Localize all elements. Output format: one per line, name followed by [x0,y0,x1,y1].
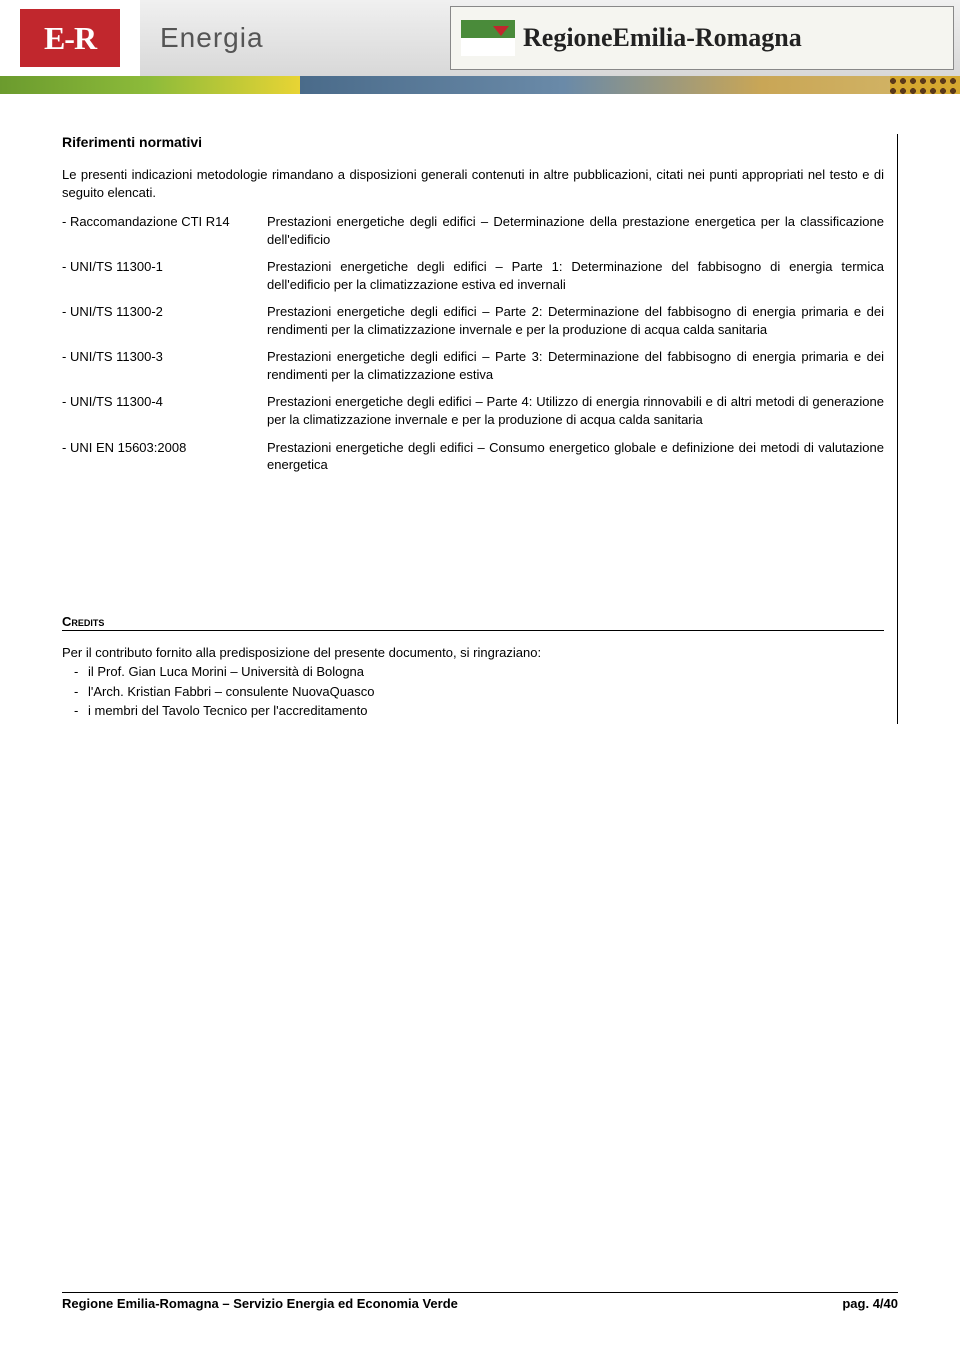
list-item: i membri del Tavolo Tecnico per l'accred… [62,701,884,721]
decor-strip-left [0,76,300,94]
footer-left: Regione Emilia-Romagna – Servizio Energi… [62,1296,458,1311]
regione-flag-icon [461,20,515,56]
ref-desc: Prestazioni energetiche degli edifici – … [267,439,884,474]
regione-text: RegioneEmilia-Romagna [523,23,802,53]
ref-code: - UNI/TS 11300-3 [62,348,267,383]
content-right-rule [897,134,898,724]
credits-section: Credits Per il contributo fornito alla p… [62,614,884,721]
ref-code: - UNI/TS 11300-2 [62,303,267,338]
decor-strip-right [300,76,960,94]
section-title: Riferimenti normativi [62,134,884,150]
header-band: E-R Energia RegioneEmilia-Romagna [0,0,960,76]
logo-er-container: E-R [0,0,140,76]
table-row: - UNI EN 15603:2008 Prestazioni energeti… [62,439,884,474]
ref-desc: Prestazioni energetiche degli edifici – … [267,258,884,293]
list-item: l'Arch. Kristian Fabbri – consulente Nuo… [62,682,884,702]
table-row: - UNI/TS 11300-2 Prestazioni energetiche… [62,303,884,338]
table-row: - UNI/TS 11300-4 Prestazioni energetiche… [62,393,884,428]
ref-code: - UNI EN 15603:2008 [62,439,267,474]
er-logo: E-R [20,9,120,67]
ref-desc: Prestazioni energetiche degli edifici – … [267,348,884,383]
references-table: - Raccomandazione CTI R14 Prestazioni en… [62,213,884,474]
ref-desc: Prestazioni energetiche degli edifici – … [267,213,884,248]
credits-title: Credits [62,614,884,631]
table-row: - Raccomandazione CTI R14 Prestazioni en… [62,213,884,248]
ref-desc: Prestazioni energetiche degli edifici – … [267,303,884,338]
ref-code: - UNI/TS 11300-4 [62,393,267,428]
list-item: il Prof. Gian Luca Morini – Università d… [62,662,884,682]
page-content: Riferimenti normativi Le presenti indica… [0,94,960,721]
brand-word: Energia [140,0,450,76]
page-footer: Regione Emilia-Romagna – Servizio Energi… [62,1292,898,1311]
ref-desc: Prestazioni energetiche degli edifici – … [267,393,884,428]
credits-intro: Per il contributo fornito alla predispos… [62,643,884,663]
section-intro: Le presenti indicazioni metodologie rima… [62,166,884,201]
decor-strip [0,76,960,94]
table-row: - UNI/TS 11300-3 Prestazioni energetiche… [62,348,884,383]
regione-logo-box: RegioneEmilia-Romagna [450,6,954,70]
ref-code: - Raccomandazione CTI R14 [62,213,267,248]
table-row: - UNI/TS 11300-1 Prestazioni energetiche… [62,258,884,293]
ref-code: - UNI/TS 11300-1 [62,258,267,293]
footer-right: pag. 4/40 [842,1296,898,1311]
credits-body: Per il contributo fornito alla predispos… [62,643,884,721]
